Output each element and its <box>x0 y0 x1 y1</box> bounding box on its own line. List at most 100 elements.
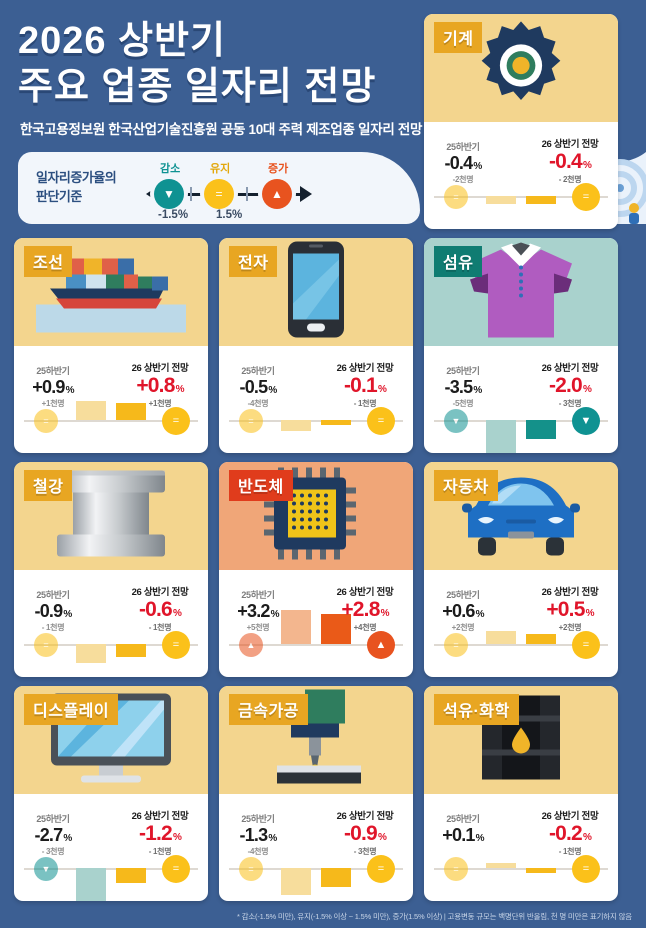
card-chart-machinery: = = 25하반기 -0.4% -2천명 26 상반기 전망 -0.4% - 2… <box>424 122 618 229</box>
forecast-block: 26 상반기 전망 -1.2% - 1천명 <box>118 808 202 857</box>
prev-period-label: 25하반기 <box>446 142 480 152</box>
industry-card-semiconductor[interactable]: 반도체 ▲ ▲ 25하반기 +3.2% +5천명 <box>219 462 413 677</box>
bar-forecast-period <box>526 196 556 205</box>
forecast-period-label: 26 상반기 전망 <box>131 587 189 598</box>
forecast-count: - 1천명 <box>148 623 172 632</box>
steel-roll-icon <box>51 469 171 564</box>
industry-card-steel[interactable]: 철강 = = 25하반기 -0.9% - 1천명 26 상반기 전망 <box>14 462 208 677</box>
status-node-forecast: = <box>367 407 395 435</box>
forecast-value: -2.0% <box>548 374 592 397</box>
gear-icon <box>473 18 569 119</box>
chart-baseline <box>434 868 608 870</box>
industry-card-metal-processing[interactable]: 금속가공 = = 25하반기 -1.3% -4천명 26 상반기 전망 <box>219 686 413 901</box>
equals-icon: = <box>43 415 49 426</box>
smartphone-icon <box>288 241 344 343</box>
legend-value-maintain: 1.5% <box>216 209 243 221</box>
bar-forecast-period <box>116 403 146 420</box>
forecast-value: +0.8% <box>136 374 184 397</box>
footnote: * 감소(-1.5% 미만), 유지(-1.5% 이상 ~ 1.5% 미만), … <box>237 912 632 921</box>
forecast-value: -0.9% <box>343 822 387 845</box>
chart-baseline <box>434 644 608 646</box>
prev-period-label: 25하반기 <box>241 590 275 600</box>
legend-value-decrease: -1.5% <box>158 209 189 221</box>
industry-card-electronics[interactable]: 전자 = = 25하반기 -0.5% -4천명 26 상반기 전망 <box>219 238 413 453</box>
page-subtitle: 한국고용정보원 한국산업기술진흥원 공동 10대 주력 제조업종 일자리 전망 … <box>20 122 450 137</box>
prev-period-count: - 1천명 <box>41 623 65 632</box>
bar-prev-period <box>486 631 516 644</box>
card-category-tag: 석유·화학 <box>434 694 519 725</box>
forecast-period-label: 26 상반기 전망 <box>131 811 189 822</box>
equals-icon: = <box>582 638 590 651</box>
industry-card-shipbuilding[interactable]: 조선 = = 25하반기 +0.9% +1천명 26 상반기 전망 <box>14 238 208 453</box>
prev-period-value: -0.5% <box>239 377 278 397</box>
bar-forecast-period <box>321 868 351 887</box>
status-node-forecast: = <box>367 855 395 883</box>
card-illustration-steel: 철강 <box>14 462 208 570</box>
card-chart-steel: = = 25하반기 -0.9% - 1천명 26 상반기 전망 -0.6% - … <box>14 570 208 677</box>
triangle-up-icon: ▲ <box>271 187 283 201</box>
bar-prev-period <box>76 644 106 663</box>
prev-period-count: +1천명 <box>41 399 65 408</box>
chart-baseline <box>434 420 608 422</box>
forecast-block: 26 상반기 전망 -0.9% - 3천명 <box>323 808 407 857</box>
forecast-count: - 1천명 <box>353 399 377 408</box>
equals-icon: = <box>582 862 590 875</box>
industry-card-textile[interactable]: 섬유 ▼ ▼ 25하반기 -3.5% -5천명 26 상반기 전망 <box>424 238 618 453</box>
status-node-prev: = <box>239 409 263 433</box>
triangle-down-icon: ▼ <box>163 187 175 201</box>
card-chart-shipbuilding: = = 25하반기 +0.9% +1천명 26 상반기 전망 +0.8% +1천… <box>14 346 208 453</box>
card-category-tag: 기계 <box>434 22 483 53</box>
card-illustration-semiconductor: 반도체 <box>219 462 413 570</box>
prev-period-value: -0.9% <box>34 601 73 621</box>
prev-period-value: +0.9% <box>32 377 74 397</box>
car-icon <box>452 468 590 565</box>
equals-icon: = <box>172 638 180 651</box>
prev-period-block: 25하반기 -0.9% - 1천명 <box>20 588 86 633</box>
card-illustration-metal-processing: 금속가공 <box>219 686 413 794</box>
card-chart-display: ▼ = 25하반기 -2.7% - 3천명 26 상반기 전망 -1.2% - … <box>14 794 208 901</box>
equals-icon: = <box>43 639 49 650</box>
forecast-count: +1천명 <box>148 399 172 408</box>
status-node-forecast: = <box>162 855 190 883</box>
prev-period-value: +0.6% <box>442 601 484 621</box>
forecast-block: 26 상반기 전망 +0.8% +1천명 <box>118 360 202 409</box>
prev-period-block: 25하반기 -2.7% - 3천명 <box>20 812 86 857</box>
card-category-tag: 섬유 <box>434 246 483 277</box>
prev-period-block: 25하반기 +0.9% +1천명 <box>20 364 86 409</box>
prev-period-count: -5천명 <box>452 399 474 408</box>
card-illustration-petro-chemical: 석유·화학 <box>424 686 618 794</box>
forecast-count: +4천명 <box>353 623 377 632</box>
forecast-value: +2.8% <box>341 598 389 621</box>
status-node-forecast: = <box>162 407 190 435</box>
bar-forecast-period <box>526 633 556 644</box>
forecast-value: +0.5% <box>546 598 594 621</box>
legend-title: 일자리증가율의 판단기준 <box>36 168 117 206</box>
forecast-period-label: 26 상반기 전망 <box>131 363 189 374</box>
industry-card-petro-chemical[interactable]: 석유·화학 = = 25하반기 +0.1% 26 상반기 전망 <box>424 686 618 901</box>
prev-period-value: -1.3% <box>239 825 278 845</box>
industry-card-machinery[interactable]: 기계 = = 25하반기 -0.4% -2천명 26 상반기 전망 <box>424 14 618 229</box>
industry-card-automobile[interactable]: 자동차 = = 25하반기 +0.6% +2천명 26 상반기 전망 <box>424 462 618 677</box>
prev-period-block: 25하반기 +0.1% <box>430 812 496 846</box>
card-chart-textile: ▼ ▼ 25하반기 -3.5% -5천명 26 상반기 전망 -2.0% - 3… <box>424 346 618 453</box>
forecast-block: 26 상반기 전망 +0.5% +2천명 <box>528 584 612 633</box>
axis-tick <box>190 187 192 201</box>
forecast-value: -0.1% <box>343 374 387 397</box>
equals-icon: = <box>377 414 385 427</box>
forecast-block: 26 상반기 전망 -0.4% - 2천명 <box>528 136 612 185</box>
prev-period-count: +2천명 <box>451 623 475 632</box>
legend-criteria-box: 일자리증가율의 판단기준 ▼ 감소 -1.5% = 유지 1.5% ▲ 증가 <box>18 152 420 224</box>
industry-card-display[interactable]: 디스플레이 ▼ = 25하반기 -2.7% - 3천명 26 상반기 전망 <box>14 686 208 901</box>
bar-prev-period <box>281 420 311 431</box>
status-node-prev: = <box>239 857 263 881</box>
card-chart-automobile: = = 25하반기 +0.6% +2천명 26 상반기 전망 +0.5% +2천… <box>424 570 618 677</box>
bar-forecast-period <box>116 868 146 884</box>
triangle-down-icon: ▼ <box>41 863 51 874</box>
legend-node-increase: ▲ <box>262 179 292 209</box>
chart-baseline <box>229 420 403 422</box>
prev-period-value: +0.1% <box>442 825 484 845</box>
status-node-prev: = <box>444 633 468 657</box>
legend-node-maintain: = <box>204 179 234 209</box>
card-chart-semiconductor: ▲ ▲ 25하반기 +3.2% +5천명 26 상반기 전망 +2.8% +4천… <box>219 570 413 677</box>
prev-period-label: 25하반기 <box>36 590 70 600</box>
